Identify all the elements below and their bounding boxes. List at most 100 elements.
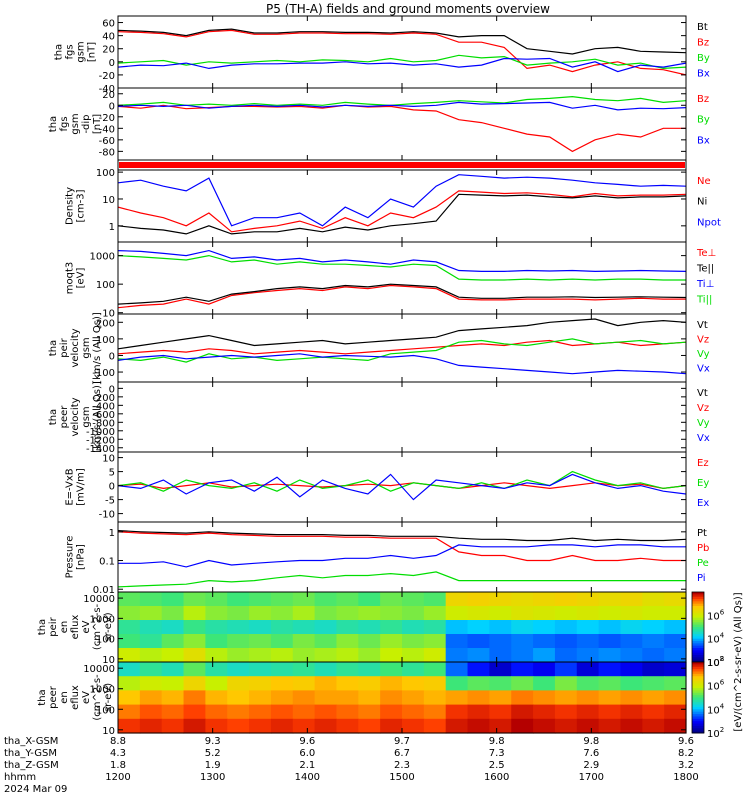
x-axis-value: 1400 xyxy=(295,772,320,783)
heatmap-cell xyxy=(358,662,381,677)
x-axis-value: 9.7 xyxy=(394,736,410,747)
panel-10: 102 104 106 108 [eV/(cm^2-s-sr-eV) (All Qs)]… xyxy=(37,592,744,740)
series-group xyxy=(118,318,686,375)
heatmap-cell xyxy=(314,634,338,649)
heatmap-cell xyxy=(598,648,622,663)
heatmap-cell xyxy=(183,704,206,720)
y-tick-label: 10 xyxy=(102,195,115,206)
colorbar-swatch xyxy=(692,648,704,651)
x-axis-value: 2.9 xyxy=(583,760,599,771)
series-line-Ex xyxy=(118,473,686,501)
heatmap-cell xyxy=(139,648,163,663)
heatmap-cell xyxy=(598,676,622,691)
colorbar-frame xyxy=(691,661,705,734)
heatmap-cell xyxy=(358,620,381,635)
separator-strip xyxy=(117,159,687,171)
heatmap-cell xyxy=(380,690,403,706)
x-axis-value: 7.3 xyxy=(489,748,505,759)
heatmap-cell xyxy=(380,620,403,635)
y-axis-label: eV xyxy=(81,620,92,633)
y-axis-label: eV xyxy=(81,691,92,704)
heatmap-cell xyxy=(161,620,185,635)
heatmap-cell xyxy=(314,592,338,607)
y-axis-label: [nT] xyxy=(87,42,98,62)
heatmap-cell xyxy=(336,648,359,663)
series-line-Ne xyxy=(118,190,686,233)
colorbar-label: [eV/(cm^2-s-sr-eV) (All Qs)] xyxy=(733,592,744,731)
y-axis-label: en xyxy=(59,621,70,634)
y-tick-label: 10 xyxy=(102,726,115,737)
heatmap-cell xyxy=(270,676,294,691)
x-axis-value: 1.8 xyxy=(110,760,126,771)
y-tick-label: -10 xyxy=(99,510,115,521)
y-tick-label: -5 xyxy=(105,496,115,507)
heatmap-cell xyxy=(402,690,425,706)
y-tick-label: -20 xyxy=(99,113,115,124)
legend-label-Bz: Bz xyxy=(697,94,709,105)
legend-label-Ne: Ne xyxy=(697,176,711,187)
legend-label-Npot: Npot xyxy=(697,217,721,228)
heatmap-cell xyxy=(380,662,403,677)
heatmap-cell xyxy=(270,662,294,677)
y-axis-label: tha xyxy=(48,340,59,356)
y-tick-label: 10 xyxy=(102,655,115,666)
y-tick-label: -20 xyxy=(99,71,115,82)
heatmap-cell xyxy=(598,704,622,720)
legend-label-Pe: Pe xyxy=(697,558,709,569)
y-axis-label: gsm xyxy=(81,406,92,427)
y-tick-label: 20 xyxy=(102,90,115,101)
x-axis-value: 1800 xyxy=(673,772,698,783)
heatmap-cell xyxy=(292,676,316,691)
heatmap-cell xyxy=(380,648,403,663)
heatmap-cell xyxy=(183,620,206,635)
heatmap-cell xyxy=(292,606,316,621)
colorbar-swatch xyxy=(692,608,704,612)
colorbar-swatch xyxy=(692,643,704,647)
heatmap-cell xyxy=(445,676,469,691)
heatmap-cell xyxy=(249,690,272,706)
series-line-Vx xyxy=(118,353,686,375)
y-tick-label: 10 xyxy=(102,454,115,465)
y-tick-label: 5 xyxy=(109,468,115,479)
colorbar-swatch xyxy=(692,669,704,672)
series-line-Bx xyxy=(118,57,686,73)
heatmap-cell xyxy=(576,718,600,734)
colorbar-swatch xyxy=(692,666,704,670)
x-axis-value: 1700 xyxy=(579,772,604,783)
y-tick-label: 1 xyxy=(109,528,115,539)
y-tick-label: 200 xyxy=(96,318,115,329)
heatmap-cell xyxy=(642,704,665,720)
colorbar-swatch xyxy=(692,723,704,727)
colorbar-swatch xyxy=(692,702,704,706)
heatmap-cell xyxy=(205,690,228,706)
legend-label-Vx: Vx xyxy=(697,364,710,375)
y-axis-label: (cm^2-s- xyxy=(92,603,103,650)
heatmap-cell xyxy=(664,648,687,663)
heatmap-cell xyxy=(554,620,578,635)
heatmap-cell xyxy=(118,690,141,706)
heatmap-cell xyxy=(576,592,600,607)
y-tick-label: 100 xyxy=(96,335,115,346)
y-axis-label: [nT] xyxy=(92,114,103,134)
heatmap-cell xyxy=(423,676,447,691)
y-axis-label: tha xyxy=(37,689,48,705)
heatmap-cell xyxy=(402,592,425,607)
heatmap-cell xyxy=(423,620,447,635)
series-line-Vt xyxy=(118,318,686,350)
colorbar-swatch xyxy=(692,627,704,630)
heatmap-cell xyxy=(445,704,469,720)
heatmap-cell xyxy=(227,648,250,663)
heatmap-cell xyxy=(358,606,381,621)
legend-label-Ex: Ex xyxy=(697,498,709,509)
heatmap-cell xyxy=(118,592,141,607)
y-axis-label: gsm xyxy=(76,41,87,62)
y-tick-label: -400 xyxy=(92,401,115,412)
y-axis-label: Pressure xyxy=(65,536,76,579)
heatmap-cell xyxy=(533,690,556,706)
series-line-Ti|| xyxy=(118,254,686,281)
y-tick-label: 0 xyxy=(109,58,115,69)
legend-label-Vy: Vy xyxy=(697,349,710,360)
x-axis-value: 6.0 xyxy=(299,748,315,759)
